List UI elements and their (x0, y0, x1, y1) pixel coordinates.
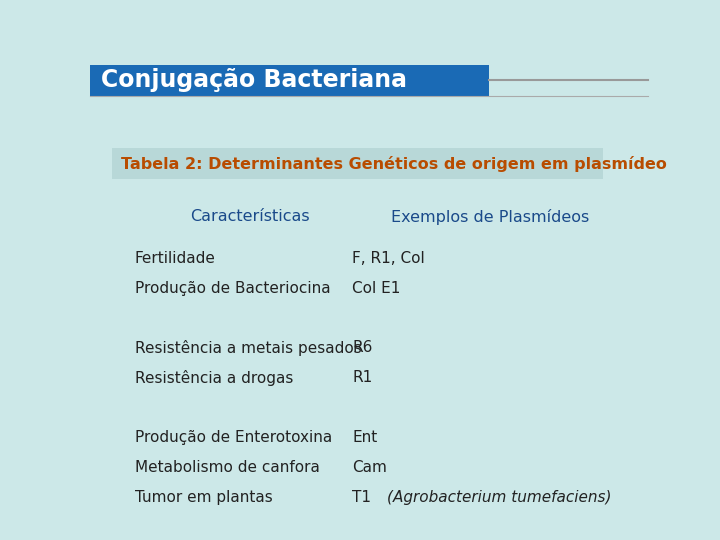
FancyBboxPatch shape (112, 148, 603, 179)
Text: Fertilidade: Fertilidade (135, 251, 215, 266)
Text: R6: R6 (352, 340, 373, 355)
Text: Col E1: Col E1 (352, 281, 400, 295)
Text: Produção de Enterotoxina: Produção de Enterotoxina (135, 430, 332, 445)
Text: Exemplos de Plasmídeos: Exemplos de Plasmídeos (392, 208, 590, 225)
Text: Produção de Bacteriocina: Produção de Bacteriocina (135, 281, 330, 295)
Text: Ent: Ent (352, 430, 377, 445)
Text: Metabolismo de canfora: Metabolismo de canfora (135, 460, 320, 475)
Text: Características: Características (190, 209, 310, 224)
Text: (Agrobacterium tumefaciens): (Agrobacterium tumefaciens) (387, 490, 611, 505)
Text: F, R1, Col: F, R1, Col (352, 251, 425, 266)
Text: Resistência a metais pesados: Resistência a metais pesados (135, 340, 361, 356)
FancyBboxPatch shape (90, 65, 489, 96)
Text: Tumor em plantas: Tumor em plantas (135, 490, 272, 505)
Text: Conjugação Bacteriana: Conjugação Bacteriana (101, 69, 408, 92)
Text: Cam: Cam (352, 460, 387, 475)
Text: R1: R1 (352, 370, 372, 386)
Text: T1: T1 (352, 490, 376, 505)
Text: Tabela 2: Determinantes Genéticos de origem em plasmídeo: Tabela 2: Determinantes Genéticos de ori… (121, 156, 667, 172)
Text: Resistência a drogas: Resistência a drogas (135, 370, 293, 386)
